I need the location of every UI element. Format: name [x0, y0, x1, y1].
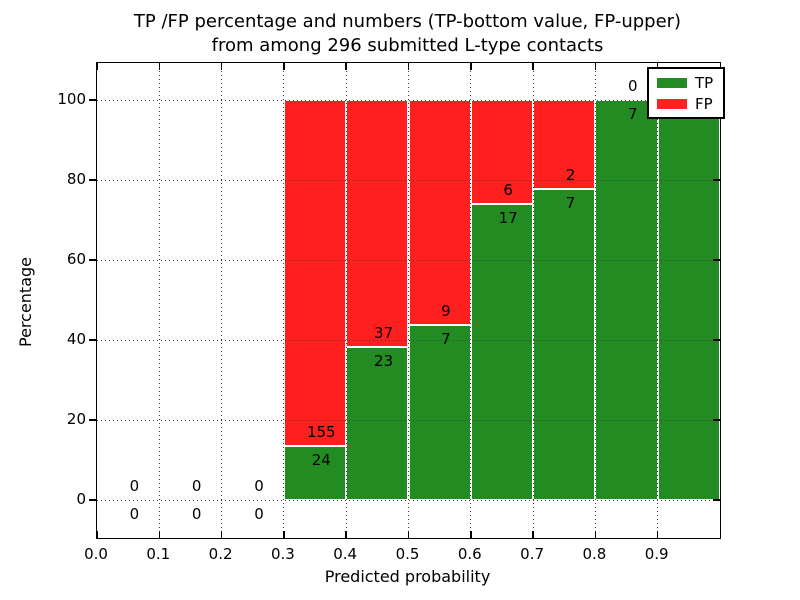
- legend-swatch-tp-icon: [657, 77, 687, 88]
- bar-label-tp: 7: [565, 193, 576, 212]
- bar-label-tp: 23: [374, 351, 394, 370]
- y-tick-label: 60: [66, 250, 86, 268]
- bar-label-fp: 0: [627, 77, 638, 95]
- x-tick-label: 0.5: [395, 545, 420, 563]
- legend: TP FP: [647, 67, 725, 119]
- x-axis-label: Predicted probability: [324, 567, 491, 586]
- x-tick-label: 0.1: [146, 545, 171, 563]
- bar-label-fp: 155: [306, 423, 336, 442]
- y-tick-mark: [88, 339, 96, 341]
- bar-label-fp: 9: [441, 302, 451, 320]
- y-tick-label: 100: [57, 90, 86, 108]
- bar-segment-tp: [595, 100, 658, 500]
- bar-label-tp: 0: [191, 505, 202, 523]
- bar-label-tp: 0: [254, 505, 264, 523]
- bar-segment-fp: [408, 100, 471, 325]
- y-tick-mark: [88, 499, 96, 501]
- bar-segment-tp: [533, 188, 596, 500]
- bar-segment-tp: [470, 204, 534, 500]
- bar-label-tp: 17: [498, 209, 518, 228]
- bar-label-tp: 24: [311, 451, 331, 470]
- bar-segment-fp: [470, 100, 534, 205]
- bar-segment-tp: [408, 325, 471, 500]
- legend-item-fp: FP: [657, 96, 719, 112]
- y-tick-label: 80: [66, 170, 86, 188]
- y-tick-label: 20: [66, 410, 86, 428]
- x-tick-mark: [96, 63, 98, 70]
- bar-label-tp: 0: [129, 505, 140, 523]
- bar-label-fp: 0: [191, 477, 202, 495]
- bar-label-fp: 0: [254, 477, 264, 495]
- bar-segment-tp: [657, 100, 720, 500]
- bar-label-tp: 7: [441, 330, 451, 348]
- bar-label-fp: 2: [565, 165, 576, 184]
- chart-title-line1: TP /FP percentage and numbers (TP-bottom…: [133, 11, 682, 32]
- chart-title: TP /FP percentage and numbers (TP-bottom…: [96, 10, 719, 58]
- x-tick-label: 0.2: [208, 545, 233, 563]
- legend-label-fp: FP: [695, 94, 713, 113]
- x-tick-mark: [96, 531, 98, 538]
- x-tick-label: 0.6: [457, 545, 482, 563]
- x-tick-label: 0.7: [520, 545, 545, 563]
- x-tick-label: 0.9: [644, 545, 669, 563]
- chart-title-line2: from among 296 submitted L-type contacts: [211, 35, 604, 56]
- bar-segment-tp: [346, 346, 409, 500]
- plot-area: 00000015524372397617270702 TP FP: [88, 62, 725, 539]
- legend-label-tp: TP: [695, 73, 714, 92]
- y-tick-mark: [88, 259, 96, 261]
- bar-label-tp: 7: [627, 105, 638, 123]
- legend-item-tp: TP: [657, 75, 719, 91]
- bar-segment-fp: [283, 100, 347, 447]
- bar-label-fp: 0: [129, 477, 140, 495]
- x-tick-label: 0.3: [270, 545, 295, 563]
- y-tick-label: 40: [66, 330, 86, 348]
- bars-layer: [97, 63, 720, 538]
- y-tick-mark: [88, 419, 96, 421]
- x-tick-label: 0.0: [84, 545, 108, 563]
- bar-segment-tp: [283, 446, 347, 500]
- bar-label-fp: 37: [374, 323, 394, 342]
- y-tick-mark: [88, 99, 96, 101]
- y-tick-mark: [88, 179, 96, 181]
- y-tick-label: 0: [76, 490, 86, 508]
- bar-labels-layer: 00000015524372397617270702: [97, 63, 720, 538]
- bar-label-fp: 6: [503, 181, 513, 200]
- legend-swatch-fp-icon: [657, 98, 687, 109]
- x-tick-label: 0.4: [333, 545, 358, 563]
- x-tick-label: 0.8: [582, 545, 607, 563]
- bar-segment-fp: [346, 100, 409, 347]
